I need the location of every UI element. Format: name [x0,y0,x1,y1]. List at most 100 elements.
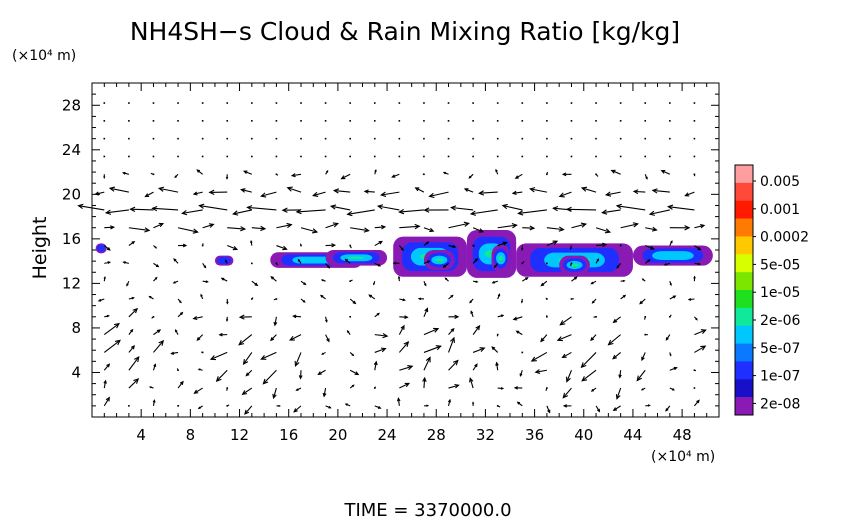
wind-arrowhead [113,322,120,329]
wind-arrowhead [665,337,669,341]
wind-arrowhead [501,203,508,210]
wind-arrow-dot [373,120,376,122]
wind-arrowhead [130,345,136,350]
wind-arrowhead [155,264,160,268]
x-axis-ticks: 4 8 12 16 20 24 28 32 36 40 44 48 [103,83,708,444]
wind-arrowhead [590,281,594,285]
wind-arrow-dot [619,155,622,158]
wind-arrowhead [468,175,472,179]
wind-arrow [374,226,385,229]
wind-arrowhead [424,307,429,313]
wind-arrowhead [326,338,330,343]
wind-arrowhead [581,376,588,382]
wind-arrow-dot [251,137,253,140]
wind-arrowhead [196,169,201,173]
wind-arrow-dot [546,173,548,176]
wind-arrowhead [493,265,497,269]
wind-arrow [128,356,140,371]
wind-arrowhead [513,386,518,390]
wind-arrow [616,387,622,399]
wind-arrow-dot [349,120,351,122]
wind-arrow-dot [201,244,204,247]
wind-arrow [109,187,129,193]
wind-arrow [472,347,485,353]
wind-arrowhead [426,404,430,407]
wind-arrowhead [414,223,421,230]
x-tick-label: 4 [136,426,146,444]
wind-arrow [423,345,441,353]
wind-arrowhead [684,225,691,231]
wind-arrowhead [220,277,225,281]
x-tick-label: 8 [186,426,196,444]
wind-arrowhead [520,247,524,252]
wind-arrowhead [158,222,165,228]
wind-arrow-dot [349,155,351,158]
wind-arrow-dot [546,137,548,140]
wind-arrowhead [262,378,269,385]
wind-arrowhead [380,347,387,353]
wind-arrowhead [320,279,324,282]
wind-arrow-dot [226,120,229,122]
wind-arrow [595,227,611,233]
y-tick-label: 28 [62,96,81,114]
wind-arrowhead [344,258,349,262]
wind-arrowhead [270,276,274,280]
x-tick-label: 40 [574,426,593,444]
wind-arrow [374,348,386,353]
x-tick-label: 28 [427,426,446,444]
wind-arrow [546,240,558,247]
wind-arrow [243,170,253,175]
y-tick-label: 16 [62,230,81,248]
wind-arrow [145,191,154,197]
wind-arrowhead [373,360,378,366]
wind-arrow-dot [177,405,179,407]
wind-arrowhead [604,228,612,234]
wind-arrow-dot [472,120,474,122]
wind-arrowhead [203,265,207,269]
wind-arrow [464,188,474,193]
wind-arrow [612,352,621,360]
y-unit-label: (×10⁴ m) [12,48,76,64]
colorbar-label: 0.0002 [760,230,809,246]
wind-arrow [227,227,245,230]
wind-arrow [620,223,638,229]
wind-arrow-dot [300,244,302,247]
wind-arrowhead [363,189,369,194]
wind-arrowhead [491,280,495,284]
colorbar-segment [735,236,753,255]
wind-arrowhead [272,393,277,400]
wind-arrow [318,369,326,375]
wind-arrowhead [312,191,319,197]
wind-arrowhead [208,189,215,195]
wind-arrowhead [647,259,651,263]
wind-arrow [381,191,400,196]
wind-arrow [233,209,252,215]
wind-arrowhead [192,191,198,196]
wind-arrow [448,360,459,371]
wind-arrowhead [374,168,377,172]
wind-arrow [535,369,547,373]
wind-arrow-dot [251,262,253,265]
wind-arrowhead [622,279,626,283]
wind-arrowhead [442,264,447,268]
wind-arrow [130,208,154,211]
wind-arrowhead [423,207,430,213]
wind-arrowhead [103,275,106,279]
wind-arrowhead [209,355,217,361]
wind-arrow-dot [349,137,351,140]
wind-arrow [194,387,203,394]
wind-arrowhead [260,354,267,360]
wind-arrowhead [558,226,565,232]
wind-arrowhead [397,275,401,279]
wind-arrow [649,209,670,215]
wind-arrow [423,377,426,389]
y-axis-ticks: 4 8 12 16 20 24 28 [62,93,719,407]
wind-arrowhead [429,227,435,233]
wind-arrowhead [596,258,600,262]
wind-arrow-dot [177,102,179,104]
wind-arrow [608,334,621,346]
wind-arrowhead [648,210,655,216]
wind-arrow [293,405,302,413]
colorbar-label: 0.005 [760,174,800,190]
wind-arrow-dot [177,369,179,372]
